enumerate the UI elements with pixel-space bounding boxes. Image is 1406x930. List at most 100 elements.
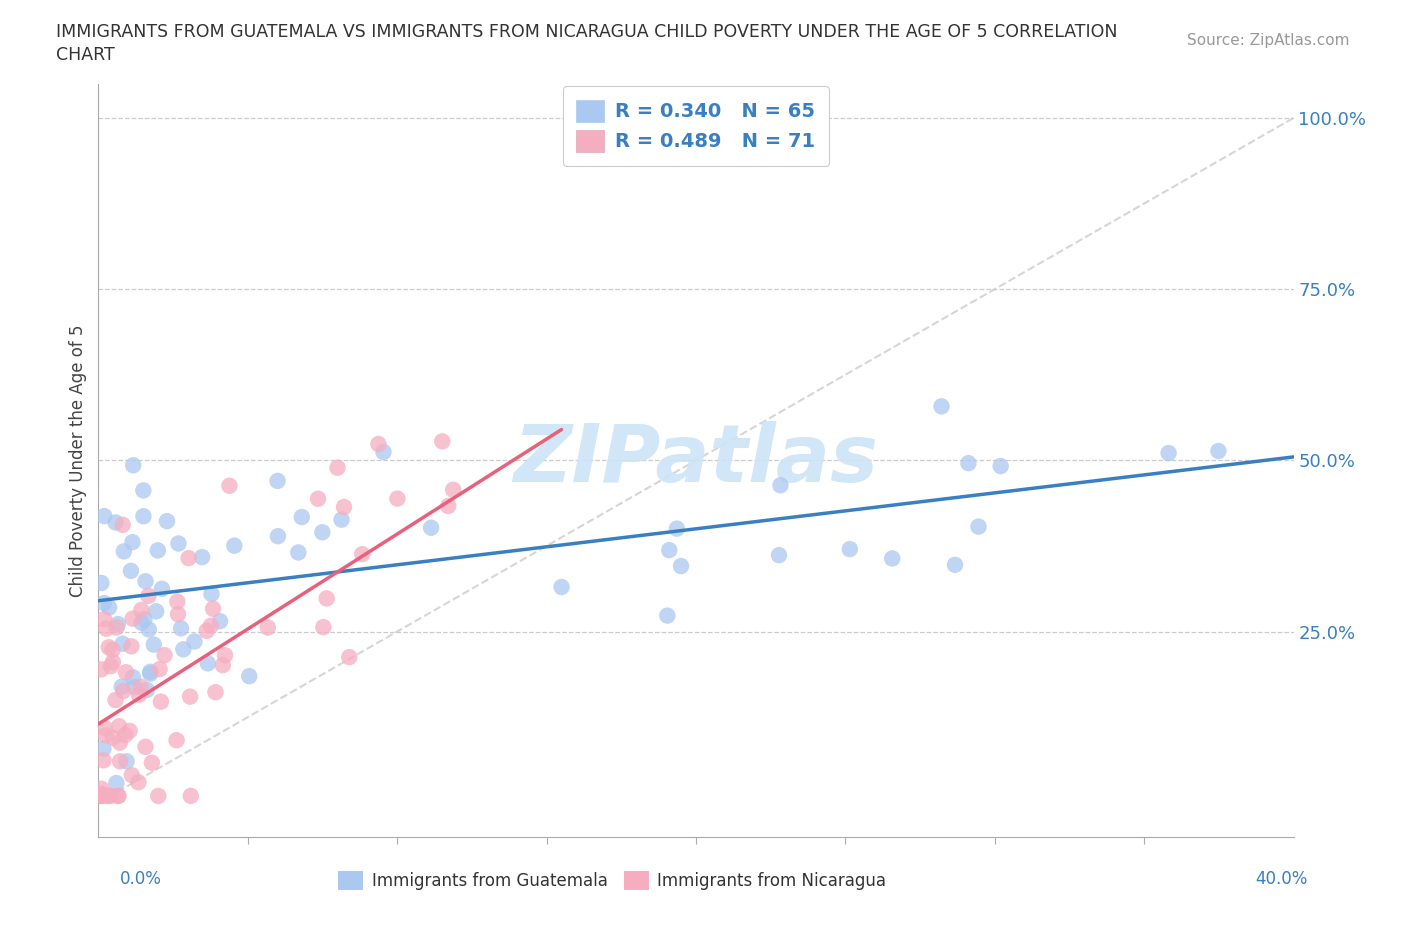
Point xyxy=(93,595,115,610)
Point xyxy=(387,491,409,506)
Point xyxy=(214,648,236,663)
Point xyxy=(93,509,115,524)
Point xyxy=(156,513,179,528)
Point xyxy=(134,739,156,754)
Point xyxy=(200,587,222,602)
Point xyxy=(146,543,169,558)
Point xyxy=(131,616,153,631)
Point xyxy=(105,620,128,635)
Point xyxy=(107,789,129,804)
Point xyxy=(179,689,201,704)
Point xyxy=(108,719,131,734)
Point xyxy=(112,544,135,559)
Point xyxy=(128,687,150,702)
Point xyxy=(148,789,170,804)
Point xyxy=(882,551,904,566)
Point xyxy=(108,754,131,769)
Point xyxy=(432,434,454,449)
Point xyxy=(90,576,112,591)
Point xyxy=(287,545,309,560)
Point xyxy=(943,557,966,572)
Point xyxy=(931,399,953,414)
Point xyxy=(90,789,112,804)
Point xyxy=(135,683,157,698)
Point xyxy=(441,483,464,498)
Point xyxy=(101,655,124,670)
Point xyxy=(167,606,190,621)
Text: ZIPatlas: ZIPatlas xyxy=(513,421,879,499)
Point xyxy=(108,736,131,751)
Point xyxy=(1208,444,1230,458)
Point xyxy=(195,623,218,638)
Point xyxy=(120,564,142,578)
Point xyxy=(238,669,260,684)
Point xyxy=(122,458,145,472)
Point xyxy=(172,642,194,657)
Text: CHART: CHART xyxy=(56,46,115,64)
Point xyxy=(90,781,112,796)
Point xyxy=(1157,445,1180,460)
Point xyxy=(121,535,143,550)
Point xyxy=(166,733,188,748)
Point xyxy=(657,608,679,623)
Point xyxy=(97,640,120,655)
Point xyxy=(98,600,121,615)
Point xyxy=(142,637,165,652)
Point xyxy=(326,460,349,475)
Y-axis label: Child Poverty Under the Age of 5: Child Poverty Under the Age of 5 xyxy=(69,324,87,597)
Point xyxy=(122,680,145,695)
Point xyxy=(166,594,188,609)
Point xyxy=(96,789,118,804)
Point xyxy=(352,547,374,562)
Point xyxy=(120,639,142,654)
Point xyxy=(333,499,356,514)
Point xyxy=(100,658,122,673)
Point xyxy=(104,693,127,708)
Point xyxy=(141,755,163,770)
Point xyxy=(420,520,443,535)
Point xyxy=(769,478,792,493)
Point xyxy=(180,789,202,804)
Point xyxy=(200,618,222,633)
Point xyxy=(111,517,134,532)
Point xyxy=(167,536,190,551)
Text: IMMIGRANTS FROM GUATEMALA VS IMMIGRANTS FROM NICARAGUA CHILD POVERTY UNDER THE A: IMMIGRANTS FROM GUATEMALA VS IMMIGRANTS … xyxy=(56,23,1118,41)
Point xyxy=(115,754,138,769)
Point xyxy=(96,621,118,636)
Point xyxy=(665,521,688,536)
Point xyxy=(90,662,112,677)
Point xyxy=(121,767,143,782)
Point xyxy=(107,617,129,631)
Point xyxy=(183,634,205,649)
Point xyxy=(149,694,172,709)
Point xyxy=(266,473,288,488)
Point xyxy=(98,789,121,804)
Point xyxy=(153,647,176,662)
Point xyxy=(202,602,225,617)
Point xyxy=(149,662,172,677)
Point xyxy=(122,670,145,684)
Point xyxy=(367,436,389,451)
Text: 0.0%: 0.0% xyxy=(120,870,162,888)
Point xyxy=(291,510,314,525)
Point xyxy=(145,604,167,618)
Point xyxy=(967,519,990,534)
Point xyxy=(111,636,134,651)
Point xyxy=(132,509,155,524)
Point xyxy=(115,665,138,680)
Point xyxy=(129,680,152,695)
Point xyxy=(990,458,1012,473)
Point xyxy=(177,551,200,565)
Point xyxy=(209,614,232,629)
Point xyxy=(94,721,117,736)
Point xyxy=(170,621,193,636)
Point xyxy=(139,664,162,679)
Point xyxy=(134,612,156,627)
Point xyxy=(107,789,129,804)
Point xyxy=(550,579,572,594)
Point xyxy=(211,658,233,672)
Point xyxy=(94,728,117,743)
Point xyxy=(669,559,692,574)
Point xyxy=(307,491,329,506)
Point xyxy=(114,727,136,742)
